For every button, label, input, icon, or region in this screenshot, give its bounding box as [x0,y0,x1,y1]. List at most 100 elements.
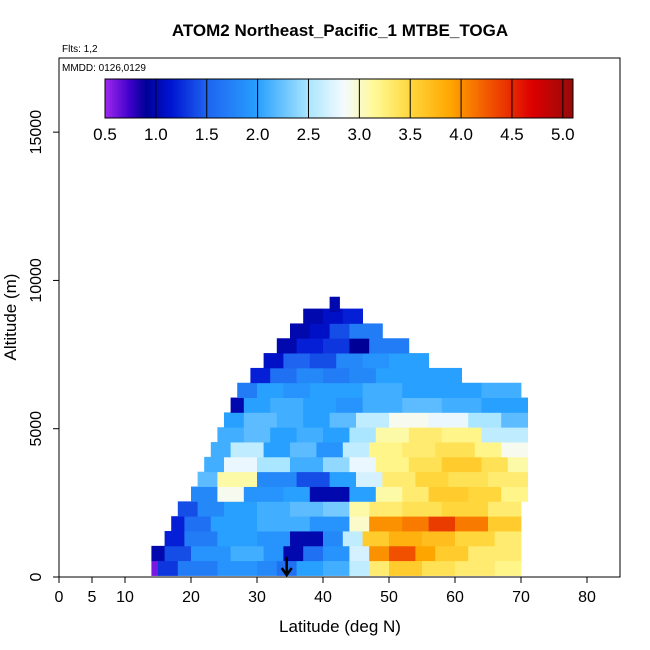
data-cell [191,486,218,502]
colorbar-swatch [346,79,349,118]
colorbar-swatch [502,79,506,118]
colorbar-swatch [465,79,469,118]
data-cell [323,456,350,473]
data-cell [296,338,324,354]
data-cell [356,471,383,487]
colorbar-swatch [350,79,354,118]
data-cell [257,471,297,487]
y-tick-label: 0 [28,572,45,581]
colorbar-swatch [214,79,218,118]
colorbar-tick-label: 2.0 [246,125,270,144]
data-cell [389,531,423,547]
colorbar-swatch [301,79,305,118]
colorbar-swatch [315,79,319,118]
data-cell [329,412,357,428]
data-cell [230,545,264,562]
data-cell [257,560,278,576]
data-cell [369,545,390,562]
data-cell [402,501,443,517]
colorbar-swatch [275,79,279,118]
data-cell [448,471,489,487]
colorbar-swatch [570,79,574,118]
colorbar-swatch [477,79,480,118]
colorbar-tick-label: 1.0 [144,125,168,144]
data-cell [257,531,291,547]
colorbar-swatch [402,79,406,118]
data-cell [356,412,390,428]
colorbar-swatch [292,79,296,118]
data-cell [362,353,390,369]
data-cell [303,545,324,562]
colorbar-swatch [184,79,188,118]
data-cell [243,412,278,428]
colorbar-swatch [528,79,532,118]
data-cell [270,367,297,384]
data-cell [309,516,350,532]
data-cell [329,471,357,487]
x-tick-label: 0 [55,589,64,606]
colorbar-swatch [259,79,263,118]
colorbar-swatch [514,79,518,118]
colorbar-swatch [486,79,490,118]
colorbar-swatch [224,79,228,118]
data-cell [323,338,350,354]
plot-area [151,296,528,576]
colorbar-swatch [427,79,431,118]
data-cell [408,456,443,473]
colorbar-swatch [226,79,230,118]
colorbar-swatch [254,79,258,118]
colorbar-swatch [556,79,560,118]
colorbar-swatch [371,79,375,118]
dates-label: MMDD: 0126,0129 [62,63,146,74]
colorbar-swatch [542,79,546,118]
data-cell [415,545,436,562]
data-cell [230,442,264,458]
colorbar-swatch [109,79,113,118]
colorbar-swatch [360,79,363,118]
colorbar-swatch [484,79,487,118]
colorbar-swatch [565,79,569,118]
colorbar-swatch [158,79,162,118]
data-cell [435,545,469,562]
colorbar-tick-label: 3.5 [398,125,422,144]
colorbar-swatch [383,79,387,118]
colorbar-swatch [310,79,314,118]
data-cell [197,501,225,517]
colorbar-tick-label: 3.0 [348,125,372,144]
colorbar-swatch [261,79,265,118]
y-axis-label: Altitude (m) [1,274,20,361]
data-cell [217,427,245,443]
colorbar-swatch [523,79,527,118]
data-cell [210,516,258,532]
data-cell [309,486,350,502]
data-cell [441,427,482,443]
colorbar-swatch [324,79,328,118]
colorbar-swatch [149,79,153,118]
colorbar-swatch [470,79,473,118]
data-cell [250,367,271,384]
colorbar-swatch [423,79,427,118]
colorbar-swatch [273,79,277,118]
data-cell [468,545,522,562]
data-cell [402,516,429,532]
data-cell [164,545,192,562]
colorbar-swatch [212,79,216,118]
data-cell [329,296,340,312]
colorbar-swatch [299,79,303,118]
colorbar-swatch [130,79,134,118]
data-cell [164,531,185,547]
data-cell [342,442,370,458]
colorbar-swatch [348,79,352,118]
data-cell [349,338,370,354]
colorbar-swatch [116,79,120,118]
data-cell [362,531,390,547]
data-cell [369,501,403,517]
colorbar-swatch [512,79,515,118]
data-cell [375,427,410,443]
colorbar-swatch [320,79,324,118]
data-cell [191,545,231,562]
colorbar-swatch [437,79,441,118]
colorbar-swatch [334,79,338,118]
colorbar-swatch [551,79,555,118]
